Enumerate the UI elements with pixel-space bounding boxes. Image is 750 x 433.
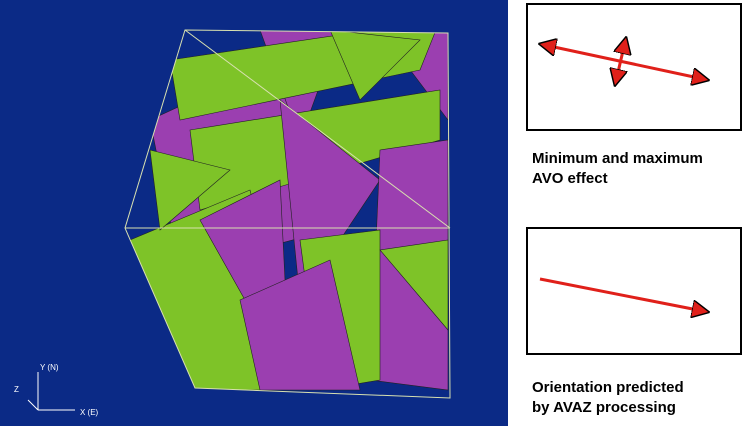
- axis-label: Y (N): [40, 363, 59, 372]
- axis-triad: [27, 372, 75, 411]
- caption: Orientation predicted: [532, 379, 684, 396]
- axis-label: Z: [14, 385, 19, 394]
- panel-box: [526, 227, 742, 355]
- caption: Minimum and maximum: [532, 150, 703, 167]
- arrow: [539, 277, 708, 312]
- caption: AVO effect: [532, 170, 608, 187]
- axis-label: X (E): [80, 408, 99, 417]
- caption: by AVAZ processing: [532, 399, 676, 416]
- arrow: [615, 38, 626, 85]
- panel-box: [526, 3, 742, 131]
- cube-wireframe: [124, 29, 451, 399]
- fracture-model: [125, 30, 450, 398]
